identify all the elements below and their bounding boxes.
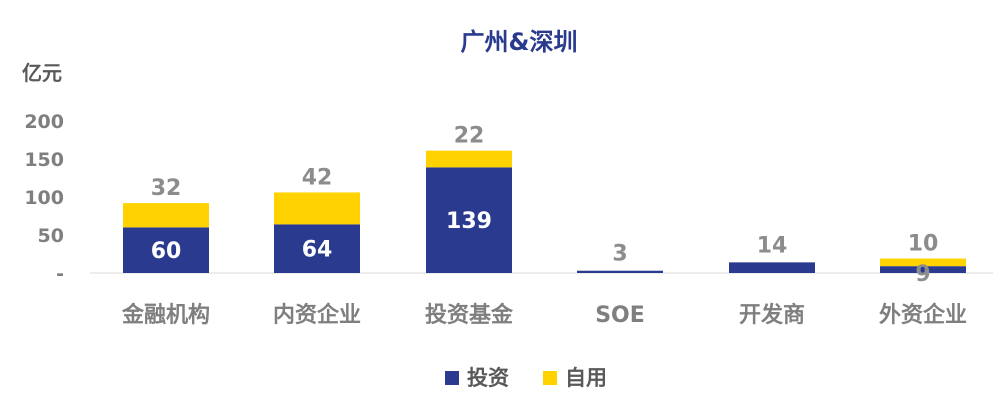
legend-swatch-0	[445, 371, 459, 385]
legend-swatch-1	[543, 371, 557, 385]
bar-invest-4	[729, 262, 815, 273]
legend-label-1: 自用	[565, 366, 607, 390]
bar-invest-3	[577, 270, 663, 273]
chart-title: 广州&深圳	[461, 28, 578, 56]
bar-invest-0	[123, 227, 209, 273]
bar-invest-5	[880, 266, 966, 273]
y-tick-label: 50	[38, 225, 64, 247]
x-tick-label: 外资企业	[879, 302, 967, 328]
x-tick-label: 投资基金	[425, 302, 514, 328]
y-axis-unit: 亿元	[22, 61, 62, 85]
data-label-selfuse-0: 32	[151, 176, 182, 201]
bar-selfuse-1	[274, 192, 360, 225]
data-label-selfuse-5: 10	[908, 232, 939, 257]
data-label-invest-3: 3	[612, 242, 627, 267]
y-tick-label: 200	[24, 111, 64, 133]
data-label-selfuse-1: 42	[302, 165, 333, 190]
legend: 投资 自用	[445, 366, 607, 390]
y-tick-label: 150	[24, 149, 64, 171]
x-tick-label: 内资企业	[273, 302, 361, 328]
bar-selfuse-5	[880, 258, 966, 267]
data-label-invest-5: 9	[915, 262, 930, 287]
x-tick-label: 金融机构	[121, 302, 210, 328]
x-axis: 金融机构 内资企业 投资基金 SOE 开发商 外资企业	[121, 302, 967, 328]
data-label-selfuse-2: 22	[454, 124, 485, 149]
legend-label-0: 投资	[467, 366, 509, 390]
bars: 60 32 64 42 139 22 3 14 9 10	[123, 124, 966, 287]
bar-invest-1	[274, 224, 360, 273]
bar-selfuse-0	[123, 203, 209, 228]
data-label-invest-0: 60	[151, 239, 182, 264]
y-tick-label: -	[56, 263, 64, 285]
x-tick-label: SOE	[595, 303, 645, 328]
data-label-invest-2: 139	[446, 209, 492, 234]
x-tick-label: 开发商	[739, 302, 805, 328]
y-tick-label: 100	[24, 187, 64, 209]
y-axis: - 50 100 150 200	[24, 111, 64, 285]
data-label-invest-1: 64	[302, 238, 333, 263]
data-label-invest-4: 14	[757, 233, 788, 258]
bar-selfuse-2	[426, 150, 512, 168]
bar-invest-2	[426, 167, 512, 273]
